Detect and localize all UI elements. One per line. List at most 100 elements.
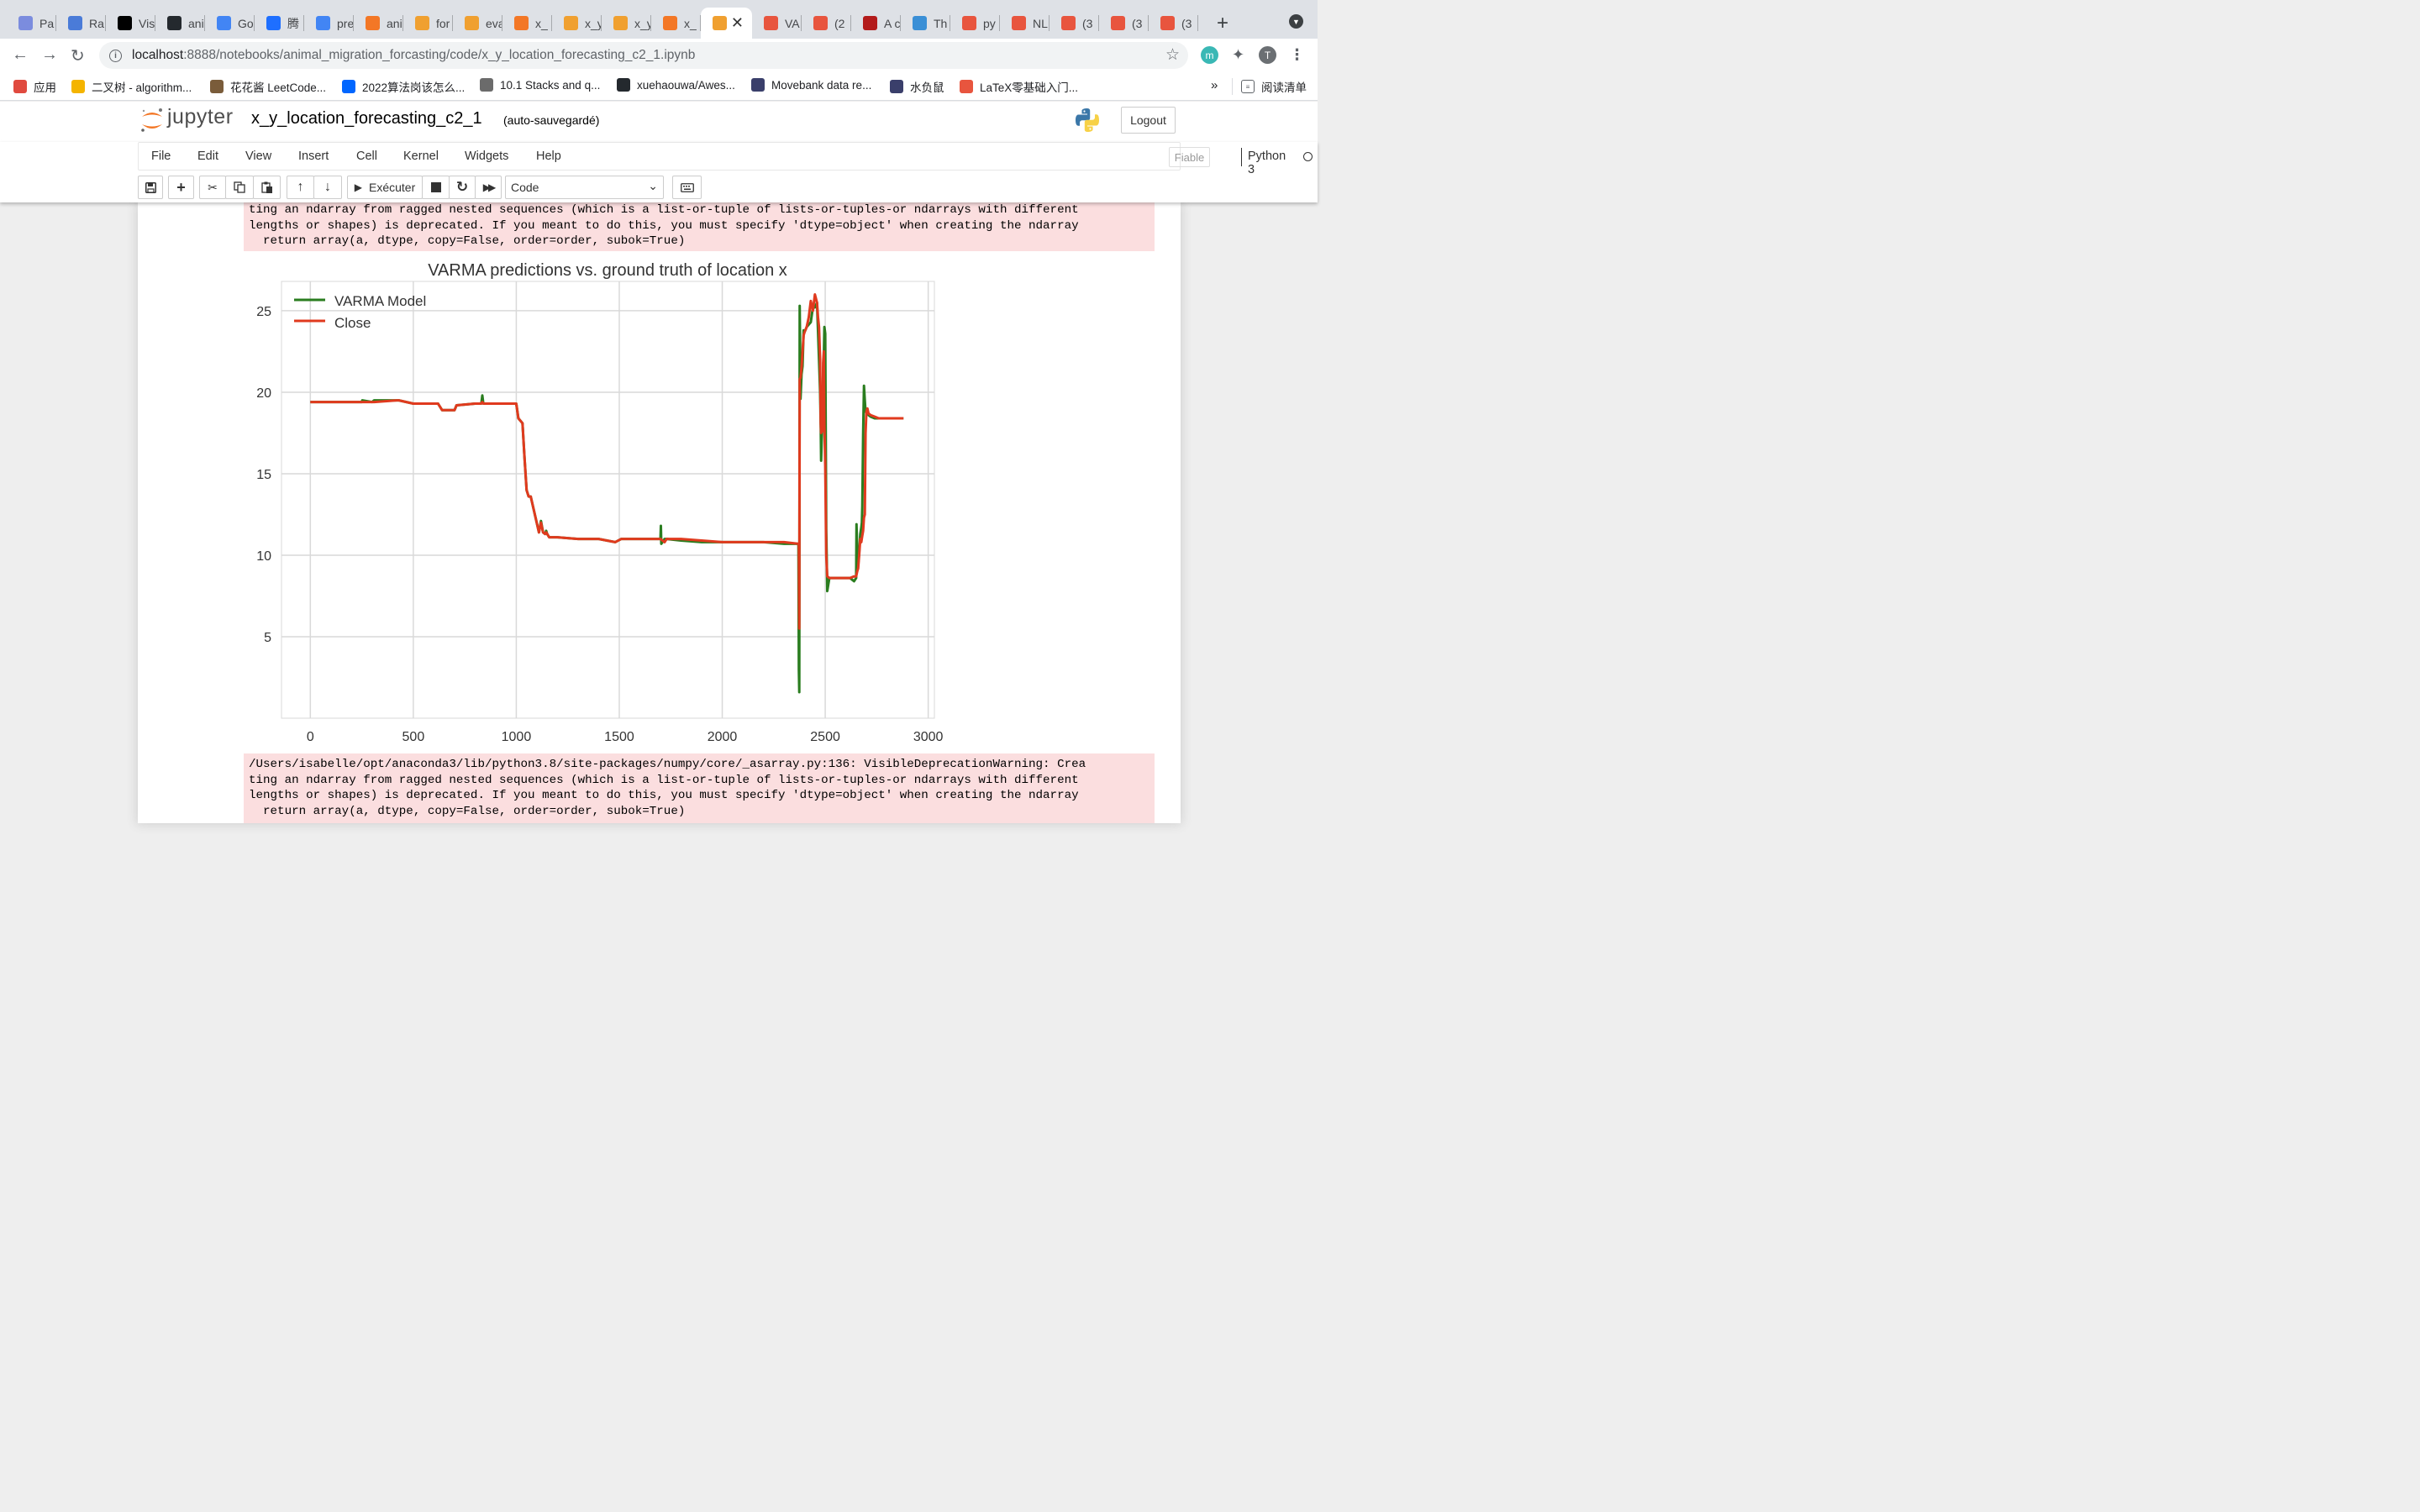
tab-title: Vis	[139, 16, 155, 30]
browser-tab[interactable]: 腾	[255, 8, 304, 39]
jupyter-wordmark[interactable]: jupyter	[167, 105, 234, 129]
plot-area	[281, 281, 935, 719]
bookmark-item[interactable]: 水负鼠	[890, 78, 944, 95]
menu-file[interactable]: File	[151, 150, 171, 163]
bookmark-item[interactable]: 二叉树 - algorithm...	[71, 78, 192, 95]
browser-tab[interactable]: (3	[1050, 8, 1099, 39]
logout-button[interactable]: Logout	[1121, 107, 1176, 134]
copy-button[interactable]	[225, 176, 254, 199]
save-button[interactable]	[138, 176, 163, 199]
cut-button[interactable]: ✂	[199, 176, 226, 199]
browser-tab[interactable]: (3	[1099, 8, 1149, 39]
cell-type-select[interactable]: Code ⌄	[505, 176, 664, 199]
site-info-icon[interactable]: i	[109, 49, 122, 62]
browser-menu-icon[interactable]: ⋮	[1289, 46, 1305, 63]
browser-tab[interactable]: x_	[651, 8, 701, 39]
interrupt-button[interactable]	[422, 176, 450, 199]
bookmark-item[interactable]: Movebank data re...	[751, 78, 871, 92]
browser-tab[interactable]: NL	[1000, 8, 1050, 39]
menu-cell[interactable]: Cell	[356, 150, 377, 163]
browser-tab[interactable]: Ra	[56, 8, 106, 39]
url-text[interactable]: localhost:8888/notebooks/animal_migratio…	[132, 48, 695, 63]
browser-tab[interactable]: pre	[304, 8, 354, 39]
kernel-idle-icon	[1303, 152, 1313, 161]
notebook-icon	[415, 16, 429, 30]
tab-title: pre	[337, 16, 354, 30]
extensions-puzzle-icon[interactable]: ✦	[1231, 46, 1245, 63]
new-tab-button[interactable]: +	[1217, 12, 1229, 34]
run-label: Exécuter	[368, 181, 416, 194]
browser-tab[interactable]: x_y	[552, 8, 602, 39]
paperpal-icon	[18, 16, 33, 30]
browser-tab[interactable]: Go	[205, 8, 255, 39]
reading-list-button[interactable]: ≡ 阅读清单	[1232, 78, 1307, 95]
command-palette-button[interactable]	[672, 176, 702, 199]
bookmark-item[interactable]: LaTeX零基础入门...	[960, 78, 1078, 95]
browser-tab[interactable]: ✕	[701, 8, 752, 39]
close-tab-icon[interactable]: ✕	[730, 14, 744, 31]
move-up-button[interactable]: ↑	[287, 176, 314, 199]
browser-tab[interactable]: eva	[453, 8, 502, 39]
bookmark-star-icon[interactable]: ☆	[1165, 46, 1180, 64]
menu-insert[interactable]: Insert	[298, 150, 329, 163]
x-tick-label: 1500	[604, 730, 634, 744]
browser-tab[interactable]: for	[403, 8, 453, 39]
extension-m-icon[interactable]: m	[1201, 46, 1218, 64]
menu-kernel[interactable]: Kernel	[403, 150, 439, 163]
move-down-button[interactable]: ↓	[313, 176, 342, 199]
bookmark-item[interactable]: 10.1 Stacks and q...	[480, 78, 600, 92]
browser-tab[interactable]: (3	[1149, 8, 1198, 39]
profile-avatar[interactable]: T	[1259, 46, 1276, 64]
browser-tab[interactable]: py	[950, 8, 1000, 39]
browser-tab[interactable]: ani	[354, 8, 403, 39]
browser-tab[interactable]: VA	[752, 8, 802, 39]
reload-icon[interactable]: ↻	[71, 47, 85, 66]
jupyter-logo-icon[interactable]	[139, 107, 165, 134]
tab-separator	[105, 15, 106, 31]
bookmark-label: 水负鼠	[910, 81, 944, 94]
bookmark-item[interactable]: xuehaouwa/Awes...	[617, 78, 735, 92]
insert-cell-button[interactable]: +	[168, 176, 194, 199]
back-arrow-icon[interactable]: ←	[12, 45, 29, 64]
trusted-indicator[interactable]: Fiable	[1169, 147, 1210, 167]
paste-button[interactable]	[253, 176, 281, 199]
tab-title: 腾	[287, 16, 299, 30]
zhihu-icon	[342, 80, 355, 93]
copy-icon	[234, 181, 245, 193]
bookmark-label: 应用	[34, 81, 56, 94]
restart-run-all-button[interactable]: ▶▶	[475, 176, 502, 199]
emoji-icon	[71, 80, 85, 93]
forward-arrow-icon[interactable]: →	[41, 45, 58, 64]
menu-edit[interactable]: Edit	[197, 150, 218, 163]
browser-tab[interactable]: Vis	[106, 8, 155, 39]
notebook-title[interactable]: x_y_location_forecasting_c2_1	[251, 109, 482, 128]
tab-title: x_	[684, 16, 697, 30]
tab-title: Pa	[39, 16, 55, 30]
restart-button[interactable]: ↻	[449, 176, 476, 199]
tab-title: (3	[1181, 16, 1192, 30]
browser-tab[interactable]: Pa	[7, 8, 56, 39]
kernel-name[interactable]: Python 3	[1248, 150, 1286, 176]
menu-view[interactable]: View	[245, 150, 272, 163]
browser-tab[interactable]: ani	[155, 8, 205, 39]
stop-icon	[430, 182, 441, 192]
bookmarks-overflow-button[interactable]: »	[1211, 78, 1218, 92]
browser-tab[interactable]: A c	[851, 8, 901, 39]
menu-widgets[interactable]: Widgets	[465, 150, 509, 163]
menu-help[interactable]: Help	[536, 150, 561, 163]
tab-search-icon[interactable]: ▼	[1289, 14, 1303, 29]
tab-separator	[55, 15, 56, 31]
tab-separator	[850, 15, 851, 31]
run-button[interactable]: ▶ Exécuter	[347, 176, 423, 199]
bookmark-item[interactable]: 应用	[13, 78, 56, 95]
browser-tab[interactable]: x_	[502, 8, 552, 39]
browser-tab[interactable]: Th	[901, 8, 950, 39]
bookmark-item[interactable]: 花花酱 LeetCode...	[210, 78, 326, 95]
address-bar[interactable]: i localhost:8888/notebooks/animal_migrat…	[99, 42, 1188, 69]
bookmark-label: LaTeX零基础入门...	[980, 81, 1079, 94]
browser-tab[interactable]: x_y	[602, 8, 651, 39]
tab-separator	[353, 15, 354, 31]
bookmark-item[interactable]: 2022算法岗该怎么...	[342, 78, 465, 95]
browser-tab[interactable]: (2	[802, 8, 851, 39]
chart-series	[310, 293, 904, 694]
